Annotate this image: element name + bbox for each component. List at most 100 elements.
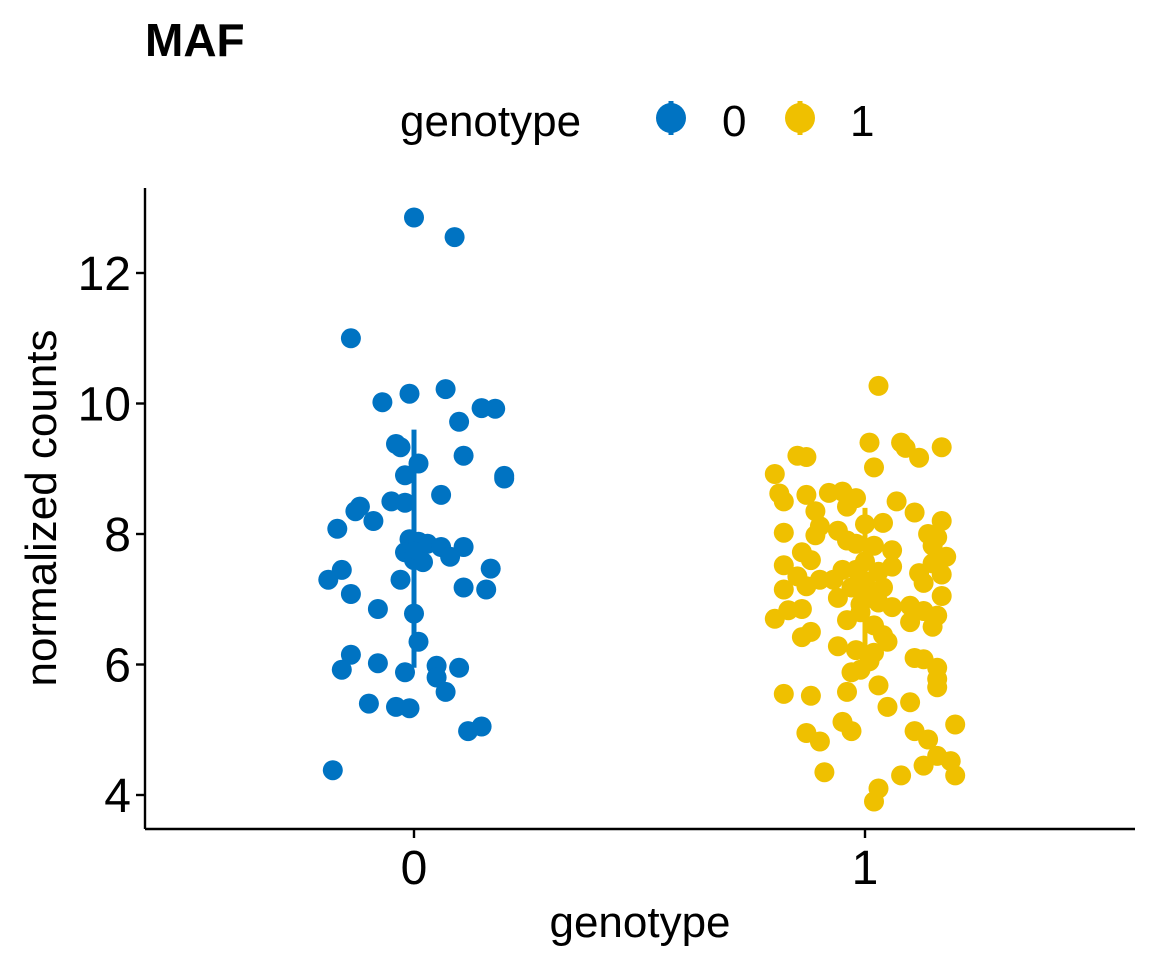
y-tick-label: 12: [78, 248, 131, 301]
data-point: [900, 612, 921, 633]
points-layer: [318, 207, 966, 812]
data-point: [841, 721, 862, 742]
data-point: [873, 512, 893, 533]
data-point: [868, 375, 889, 396]
data-point: [404, 207, 424, 228]
data-point: [358, 693, 379, 714]
data-point: [399, 383, 420, 404]
data-point: [796, 484, 817, 505]
data-point: [485, 398, 506, 419]
data-point: [931, 586, 952, 606]
data-point: [764, 464, 785, 484]
chart-title: MAF: [145, 14, 245, 66]
summary-layer: [405, 429, 874, 668]
data-point: [800, 685, 821, 706]
data-point: [931, 511, 952, 531]
data-point: [773, 491, 794, 512]
data-point: [322, 760, 343, 781]
data-point: [882, 597, 903, 618]
data-point: [877, 631, 898, 652]
data-point: [444, 227, 465, 248]
data-point: [841, 577, 862, 598]
data-point: [846, 533, 866, 554]
data-point: [435, 681, 456, 702]
legend-label-1: 1: [850, 97, 874, 146]
data-point: [927, 677, 948, 698]
data-point: [764, 608, 785, 629]
y-tick-label: 8: [104, 509, 131, 562]
data-point: [494, 468, 515, 489]
data-point: [796, 576, 817, 597]
data-point: [395, 465, 415, 486]
data-point: [453, 445, 474, 466]
data-point: [340, 328, 361, 349]
data-point: [449, 657, 470, 678]
legend-key-point: [656, 103, 686, 133]
data-point: [809, 731, 830, 752]
data-point: [827, 636, 848, 657]
data-point: [918, 729, 939, 750]
y-tick-label: 6: [104, 640, 131, 693]
y-tick-label: 4: [104, 770, 131, 823]
data-point: [837, 681, 857, 702]
data-point: [340, 584, 361, 604]
data-point: [390, 437, 411, 458]
y-axis-title: normalized counts: [17, 329, 66, 686]
data-point: [372, 392, 393, 413]
data-point: [390, 569, 411, 590]
data-point: [805, 525, 826, 546]
data-point: [909, 447, 930, 468]
legend-title: genotype: [400, 97, 581, 146]
data-point: [922, 616, 943, 637]
data-point: [435, 379, 456, 400]
data-point: [882, 540, 903, 561]
data-point: [931, 564, 952, 585]
summary-mean-point: [405, 541, 423, 560]
data-point: [913, 755, 934, 776]
data-point: [395, 492, 415, 513]
data-point: [773, 555, 794, 576]
legend-label-0: 0: [722, 97, 746, 146]
data-point: [945, 765, 966, 786]
data-point: [791, 627, 812, 648]
data-point: [846, 640, 866, 661]
data-point: [340, 644, 361, 665]
data-point: [363, 511, 384, 531]
x-tick-label: 0: [401, 842, 428, 895]
data-point: [327, 518, 348, 539]
legend: genotype 0 1: [400, 97, 874, 146]
data-point: [886, 491, 907, 512]
data-point: [841, 662, 862, 683]
summary-mean-point: [856, 587, 874, 605]
legend-key-1: [785, 101, 815, 135]
data-point: [823, 569, 844, 590]
legend-key-0: [656, 101, 686, 135]
x-tick-label: 1: [852, 842, 879, 895]
data-point: [800, 550, 821, 571]
data-point: [945, 714, 966, 735]
data-point: [931, 437, 952, 458]
data-point: [399, 698, 420, 719]
data-point: [900, 692, 921, 713]
data-point: [837, 496, 857, 517]
data-point: [864, 791, 884, 812]
data-point: [480, 558, 501, 579]
x-axis-title: genotype: [549, 898, 730, 947]
data-point: [440, 546, 461, 567]
data-point: [814, 762, 835, 783]
legend-key-point: [785, 103, 815, 133]
data-point: [345, 501, 366, 522]
data-point: [773, 683, 794, 704]
data-point: [796, 447, 817, 467]
data-point: [891, 765, 912, 786]
data-point: [859, 432, 880, 453]
data-point: [864, 535, 884, 556]
data-point: [449, 411, 470, 432]
data-point: [773, 522, 794, 543]
data-point: [453, 577, 474, 598]
data-point: [395, 662, 415, 683]
data-point: [458, 721, 479, 742]
data-point: [773, 579, 794, 600]
